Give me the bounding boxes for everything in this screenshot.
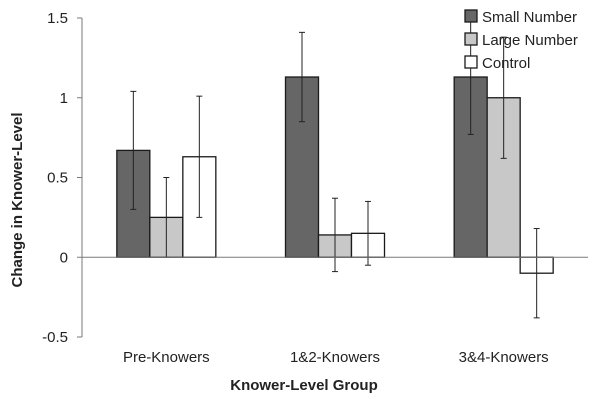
- legend-swatch: [464, 9, 478, 23]
- x-tick-label: 3&4-Knowers: [459, 349, 549, 366]
- x-tick-label: Pre-Knowers: [123, 349, 210, 366]
- y-tick-label: 1.5: [47, 10, 68, 27]
- legend-label: Small Number: [482, 9, 577, 26]
- legend: Small Number Large Number Control: [464, 9, 578, 72]
- legend-swatch: [464, 55, 478, 69]
- y-tick-label: -0.5: [42, 329, 68, 346]
- legend-label: Large Number: [482, 32, 578, 49]
- x-axis-title: Knower-Level Group: [230, 377, 378, 394]
- legend-swatch: [464, 32, 478, 46]
- y-tick-label: 1: [60, 90, 68, 107]
- x-tick-label: 1&2-Knowers: [290, 349, 380, 366]
- y-axis-title: Change in Knower-Level: [9, 112, 26, 287]
- y-tick-label: 0: [60, 249, 68, 266]
- plot-area: -0.5 0 0.5 1 1.5 Pre-Knowers 1&2-Knowers 3&4-Kn…: [42, 10, 588, 366]
- legend-label: Control: [482, 55, 530, 72]
- y-tick-label: 0.5: [47, 170, 68, 187]
